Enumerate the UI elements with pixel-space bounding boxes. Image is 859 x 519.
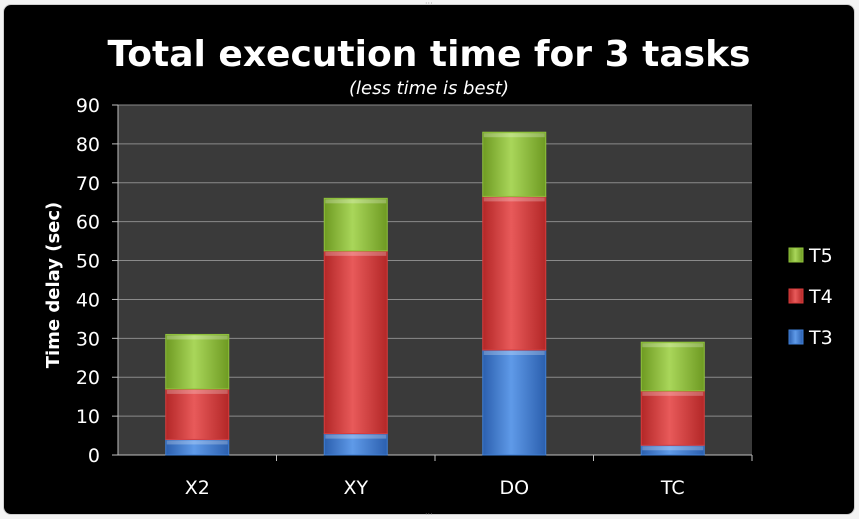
bar-highlight bbox=[483, 133, 545, 138]
bar-t4-tc[interactable] bbox=[640, 390, 705, 446]
y-tick-label: 50 bbox=[76, 251, 100, 273]
bar-highlight bbox=[642, 343, 704, 348]
y-tick-label: 0 bbox=[88, 445, 100, 467]
chart-plot: 0 10 20 30 40 50 60 70 80 90 Time delay (sec) X2 XY D… bbox=[43, 95, 833, 499]
bar-highlight bbox=[166, 440, 228, 445]
bar-t5-do[interactable] bbox=[482, 131, 547, 197]
y-tick-label: 10 bbox=[76, 406, 100, 428]
chart-subtitle: (less time is best) bbox=[348, 78, 510, 99]
bar-highlight bbox=[325, 251, 387, 256]
legend-label-t4[interactable]: T4 bbox=[808, 286, 833, 308]
x-tick-label: DO bbox=[499, 477, 529, 499]
bar-t5-tc[interactable] bbox=[640, 341, 705, 392]
y-tick-label: 60 bbox=[76, 212, 100, 234]
legend-swatch-t5[interactable] bbox=[788, 247, 804, 263]
chart-container[interactable]: Total execution time for 3 tasks (less t… bbox=[3, 4, 855, 515]
bar-highlight bbox=[483, 351, 545, 355]
y-tick-label: 40 bbox=[76, 289, 100, 311]
bar-highlight bbox=[483, 197, 545, 202]
bar-t4-do[interactable] bbox=[482, 195, 547, 351]
bar-highlight bbox=[325, 199, 387, 204]
y-tick-label: 20 bbox=[76, 367, 100, 389]
bar-highlight bbox=[166, 389, 228, 394]
bar-t5-xy[interactable] bbox=[323, 197, 388, 252]
bar-t4-x2[interactable] bbox=[165, 388, 230, 440]
bar-highlight bbox=[642, 446, 704, 451]
y-tick-label: 70 bbox=[76, 173, 100, 195]
chart-title: Total execution time for 3 tasks bbox=[107, 34, 751, 75]
bar-highlight bbox=[325, 434, 387, 439]
y-tick-label: 80 bbox=[76, 134, 100, 156]
legend-swatch-t3[interactable] bbox=[788, 329, 804, 345]
y-tick-label: 90 bbox=[76, 95, 100, 117]
bar-highlight bbox=[166, 335, 228, 340]
resize-handle-bottom[interactable]: ··· bbox=[425, 510, 433, 519]
legend-label-t5[interactable]: T5 bbox=[808, 245, 833, 267]
bar-highlight bbox=[642, 391, 704, 396]
resize-handle-top[interactable]: ··· bbox=[425, 0, 433, 8]
bar-t4-xy[interactable] bbox=[323, 250, 388, 435]
bar-t5-x2[interactable] bbox=[165, 333, 230, 390]
y-tick-label: 30 bbox=[76, 328, 100, 350]
x-tick-label: XY bbox=[343, 477, 368, 499]
bar-t3-do[interactable] bbox=[482, 349, 547, 456]
legend-swatch-t4[interactable] bbox=[788, 288, 804, 304]
y-axis-label: Time delay (sec) bbox=[43, 202, 64, 369]
legend-label-t3[interactable]: T3 bbox=[808, 327, 833, 349]
x-tick-label: X2 bbox=[185, 477, 210, 499]
x-tick-label: TC bbox=[660, 477, 685, 499]
